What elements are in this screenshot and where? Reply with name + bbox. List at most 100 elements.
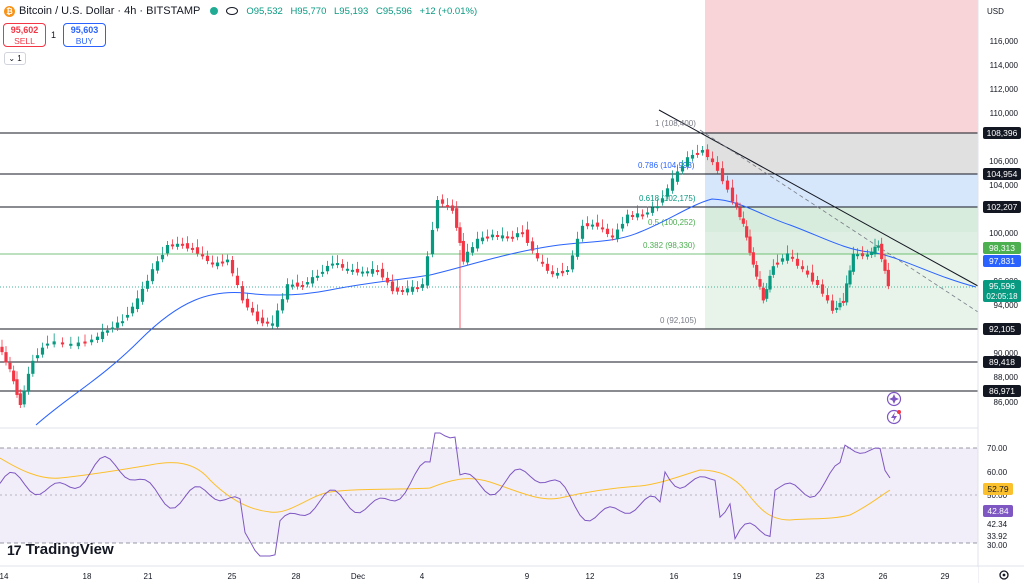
flash-icon[interactable] [886, 409, 902, 425]
time-ticks: 14 18 21 25 28 Dec 4 9 12 16 19 23 26 29 [0, 572, 950, 581]
candle-body [655, 206, 660, 209]
candle-body [825, 295, 830, 301]
candle-body [180, 243, 185, 246]
symbol-title[interactable]: Bitcoin / U.S. Dollar · 4h · BITSTAMP [19, 5, 201, 17]
trendline[interactable] [658, 109, 979, 287]
time-tick-label: 16 [670, 572, 679, 581]
candle-body [780, 258, 785, 262]
collapse-indicators-button[interactable]: ⌄ 1 [4, 52, 26, 65]
candle-body [355, 268, 360, 273]
candle-body [100, 331, 105, 340]
candle-body [845, 283, 849, 303]
candle-body [430, 229, 435, 255]
badge-86971: 86,971 [983, 385, 1021, 397]
moving-average-line[interactable] [35, 198, 977, 426]
svg-text:95,596: 95,596 [989, 281, 1015, 291]
symbol-legend[interactable]: ₿ Bitcoin / U.S. Dollar · 4h · BITSTAMP … [4, 4, 482, 18]
candle-body [115, 322, 120, 328]
candle-body [385, 277, 390, 283]
change-value: +12 (+0.01%) [419, 5, 478, 17]
fib-zone-1 [705, 133, 978, 174]
fib-zone-0382 [705, 254, 978, 329]
candle-body [325, 265, 330, 272]
candle-body [22, 390, 26, 405]
candle-body [685, 157, 690, 167]
candle-body [130, 306, 135, 314]
candle-body [630, 215, 635, 217]
candle-body [245, 298, 250, 308]
candle-body [805, 270, 810, 275]
candle-body [155, 261, 160, 271]
candle-body [470, 247, 475, 253]
candle-body [640, 214, 645, 217]
candle-body [465, 251, 470, 263]
candle-body [715, 162, 720, 171]
market-status-icon[interactable] [210, 7, 219, 15]
candle-body [738, 207, 742, 218]
candle-body [135, 298, 140, 310]
svg-text:108,396: 108,396 [987, 128, 1018, 138]
candle-body [375, 270, 380, 273]
price-tick-label: 100,000 [989, 229, 1018, 238]
stop-loss-zone[interactable] [705, 0, 978, 133]
candle-body [755, 265, 759, 277]
candle-body [45, 343, 50, 346]
price-tick-label: 88,000 [994, 373, 1019, 382]
candle-body [620, 223, 625, 229]
currency-label: USD [987, 7, 1004, 16]
candle-body [650, 207, 655, 213]
candle-body [665, 188, 670, 197]
eye-icon[interactable] [226, 7, 239, 15]
badge-92105: 92,105 [983, 323, 1021, 335]
sell-button[interactable]: 95,602 SELL [3, 23, 46, 47]
sparkle-icon[interactable] [886, 391, 902, 407]
candle-body [370, 269, 375, 274]
candle-body [220, 261, 225, 264]
time-tick-label: 23 [816, 572, 825, 581]
rsi-tick-label: 50.00 [987, 491, 1008, 500]
candle-body [0, 346, 4, 353]
candle-body [886, 269, 890, 287]
candle-body [210, 262, 215, 265]
candle-body [380, 268, 385, 278]
candle-body [800, 266, 805, 270]
candle-body [90, 339, 94, 343]
spread-value: 1 [51, 30, 57, 40]
candle-body [730, 187, 735, 202]
rsi-tick-label: 33.92 [987, 532, 1008, 541]
fib-label-05: 0.5 (100,252) [648, 218, 696, 227]
candle-body [841, 300, 845, 303]
badge-102207: 102,207 [983, 201, 1021, 213]
candle-body [105, 330, 110, 333]
candlesticks[interactable] [0, 144, 890, 408]
gear-icon[interactable] [999, 570, 1009, 580]
candle-body [110, 327, 115, 330]
tradingview-logo[interactable]: 17 TradingView [7, 541, 114, 558]
buy-button[interactable]: 95,603 BUY [63, 23, 106, 47]
rsi-line[interactable] [0, 432, 891, 557]
time-axis[interactable] [0, 567, 978, 583]
candle-body [500, 235, 505, 239]
svg-text:92,105: 92,105 [989, 324, 1015, 334]
candle-body [771, 266, 775, 275]
candle-body [480, 237, 485, 242]
candle-body [745, 226, 749, 238]
svg-text:97,831: 97,831 [989, 256, 1015, 266]
candle-body [270, 323, 275, 326]
badge-rsi-ma: 52.79 [983, 483, 1013, 495]
price-tick-label: 106,000 [989, 157, 1018, 166]
svg-text:52.79: 52.79 [987, 484, 1009, 494]
candle-body [235, 275, 240, 286]
candle-body [415, 287, 420, 290]
fib-label-0382: 0.382 (98,330) [643, 241, 695, 250]
candle-body [125, 314, 130, 318]
candle-body [510, 236, 515, 239]
badge-ma-blue: 97,831 [983, 255, 1021, 267]
svg-text:89,418: 89,418 [989, 357, 1015, 367]
price-tick-label: 90,000 [994, 349, 1019, 358]
candle-body [725, 180, 730, 190]
candle-body [40, 347, 45, 355]
